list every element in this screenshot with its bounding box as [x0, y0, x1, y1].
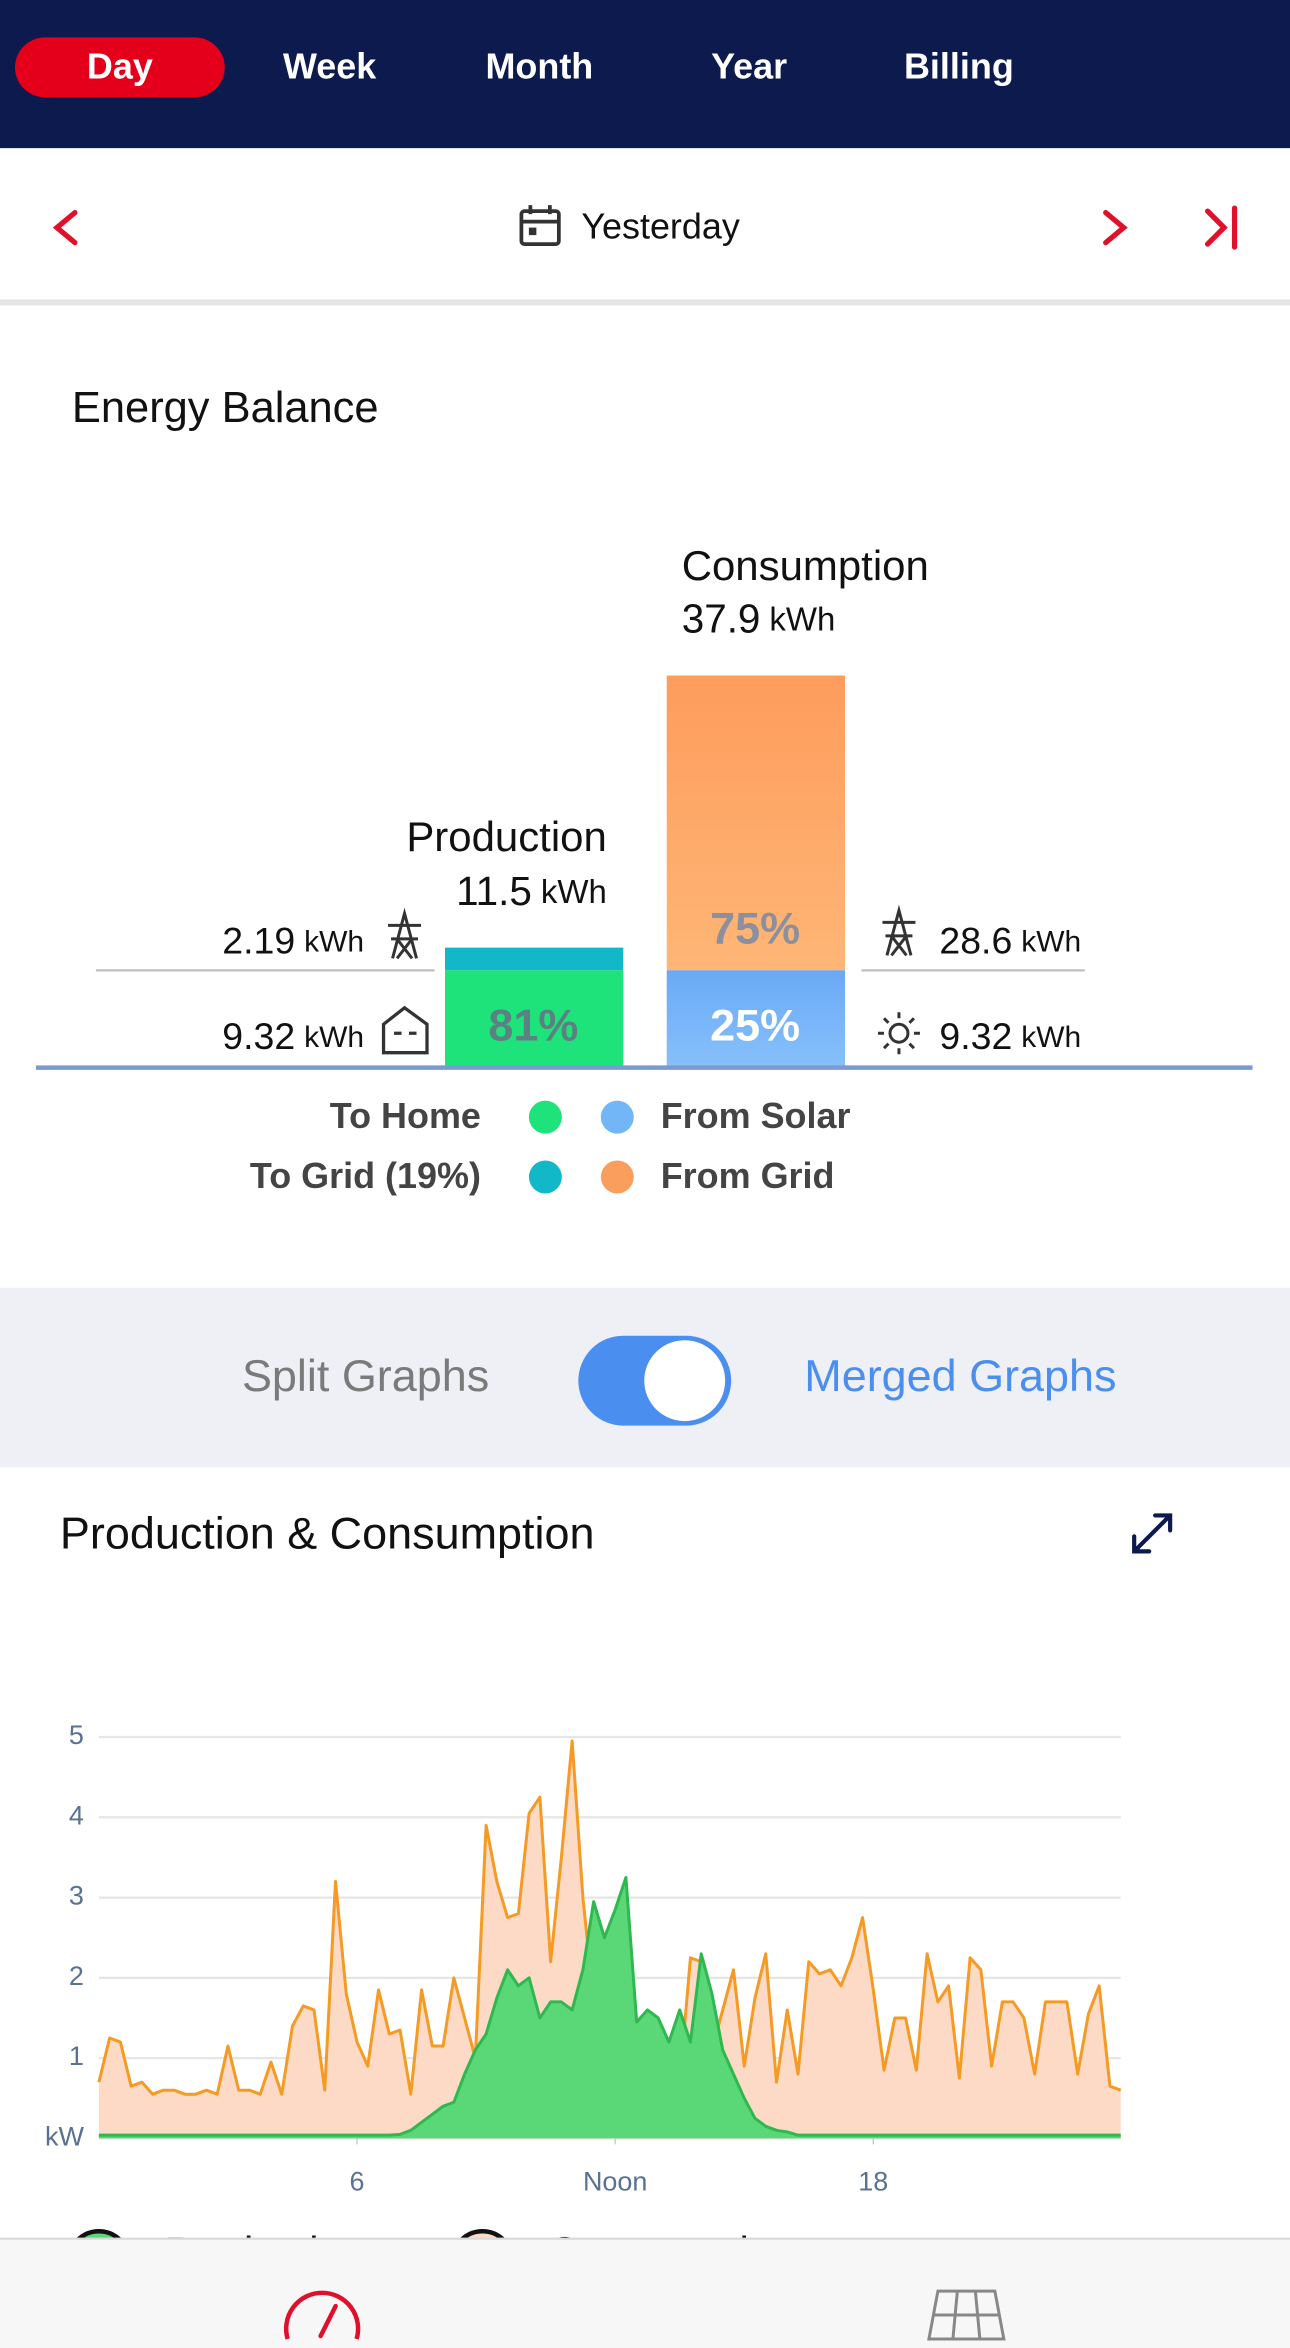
dashboard-icon[interactable] [283, 2290, 361, 2340]
bottom-nav [0, 2238, 1290, 2348]
flow-value: 28.6 kWh [939, 919, 1081, 961]
chart-title: Production & Consumption [60, 1507, 595, 1558]
date-label: Yesterday [581, 206, 740, 247]
unit: kWh [1021, 925, 1081, 958]
home-icon [381, 1005, 429, 1055]
value: 2.19 [222, 919, 295, 961]
legend-dot [600, 1160, 634, 1194]
bar-label: Consumption [682, 542, 929, 589]
tab[interactable]: Day [87, 45, 153, 86]
solar-panel-icon[interactable] [927, 2289, 1006, 2341]
legend-dot [600, 1100, 634, 1134]
value: 28.6 [939, 919, 1012, 961]
flow-value: 9.32 kWh [222, 1015, 364, 1057]
y-tick-label: kW [45, 2121, 84, 2151]
percent-label: 75% [710, 902, 800, 953]
unit: kWh [304, 925, 364, 958]
legend-label: From Grid [661, 1155, 835, 1196]
flow-value: 2.19 kWh [222, 919, 364, 961]
bar-segment [666, 970, 846, 1067]
y-tick-label: 1 [69, 2041, 84, 2071]
bar-segment [444, 970, 624, 1067]
legend-label: To Grid (19%) [250, 1155, 481, 1196]
total-value: 11.5 kWh [456, 868, 607, 914]
toggle-option[interactable]: Merged Graphs [804, 1350, 1116, 1401]
bar-label: Production [406, 813, 606, 860]
calendar-icon[interactable] [519, 205, 561, 246]
toggle-knob [644, 1340, 726, 1422]
percent-label: 25% [710, 1000, 800, 1051]
tab[interactable]: Month [485, 45, 593, 86]
unit: kWh [1021, 1021, 1081, 1054]
legend-label: From Solar [661, 1095, 851, 1136]
toggle-option[interactable]: Split Graphs [242, 1350, 489, 1401]
prev-button[interactable] [52, 210, 78, 246]
legend-dot [528, 1100, 562, 1134]
y-tick-label: 5 [69, 1720, 84, 1750]
x-tick-label: Noon [583, 2166, 647, 2196]
grid-tower-icon [882, 904, 916, 957]
value: 9.32 [222, 1015, 295, 1057]
chart: Production & ConsumptionkW123456Noon18Pr… [45, 1507, 1122, 2294]
value: 37.9 [682, 595, 761, 641]
x-tick-label: 18 [858, 2166, 888, 2196]
unit: kWh [769, 600, 835, 637]
expand-icon[interactable] [1132, 1513, 1173, 1554]
unit: kWh [304, 1021, 364, 1054]
bar-segment [444, 947, 624, 971]
next-button[interactable] [1103, 210, 1128, 246]
percent-label: 81% [488, 1000, 578, 1051]
value: 9.32 [939, 1015, 1012, 1057]
area-fill [98, 1877, 1121, 2139]
unit: kWh [541, 873, 607, 910]
active-tab-pill [14, 37, 225, 98]
legend-dot [528, 1160, 562, 1194]
flow-value: 9.32 kWh [939, 1015, 1081, 1057]
bar-segment [666, 675, 846, 971]
y-tick-label: 4 [69, 1800, 84, 1830]
total-value: 37.9 kWh [682, 595, 836, 641]
tab[interactable]: Year [711, 45, 787, 86]
x-tick-label: 6 [350, 2166, 365, 2196]
sun-icon [877, 1012, 920, 1055]
section-title: Energy Balance [72, 384, 379, 432]
last-button[interactable] [1204, 205, 1238, 250]
grid-tower-icon [388, 907, 422, 960]
value: 11.5 [456, 868, 532, 914]
tab[interactable]: Week [283, 45, 377, 86]
legend-label: To Home [330, 1095, 481, 1136]
area-fill [98, 1741, 1121, 2139]
series-line [98, 1876, 1121, 2137]
y-tick-label: 2 [69, 1961, 84, 1991]
date-bar [0, 148, 1290, 301]
y-tick-label: 3 [69, 1881, 84, 1911]
divider [0, 299, 1290, 306]
tab[interactable]: Billing [904, 45, 1014, 86]
